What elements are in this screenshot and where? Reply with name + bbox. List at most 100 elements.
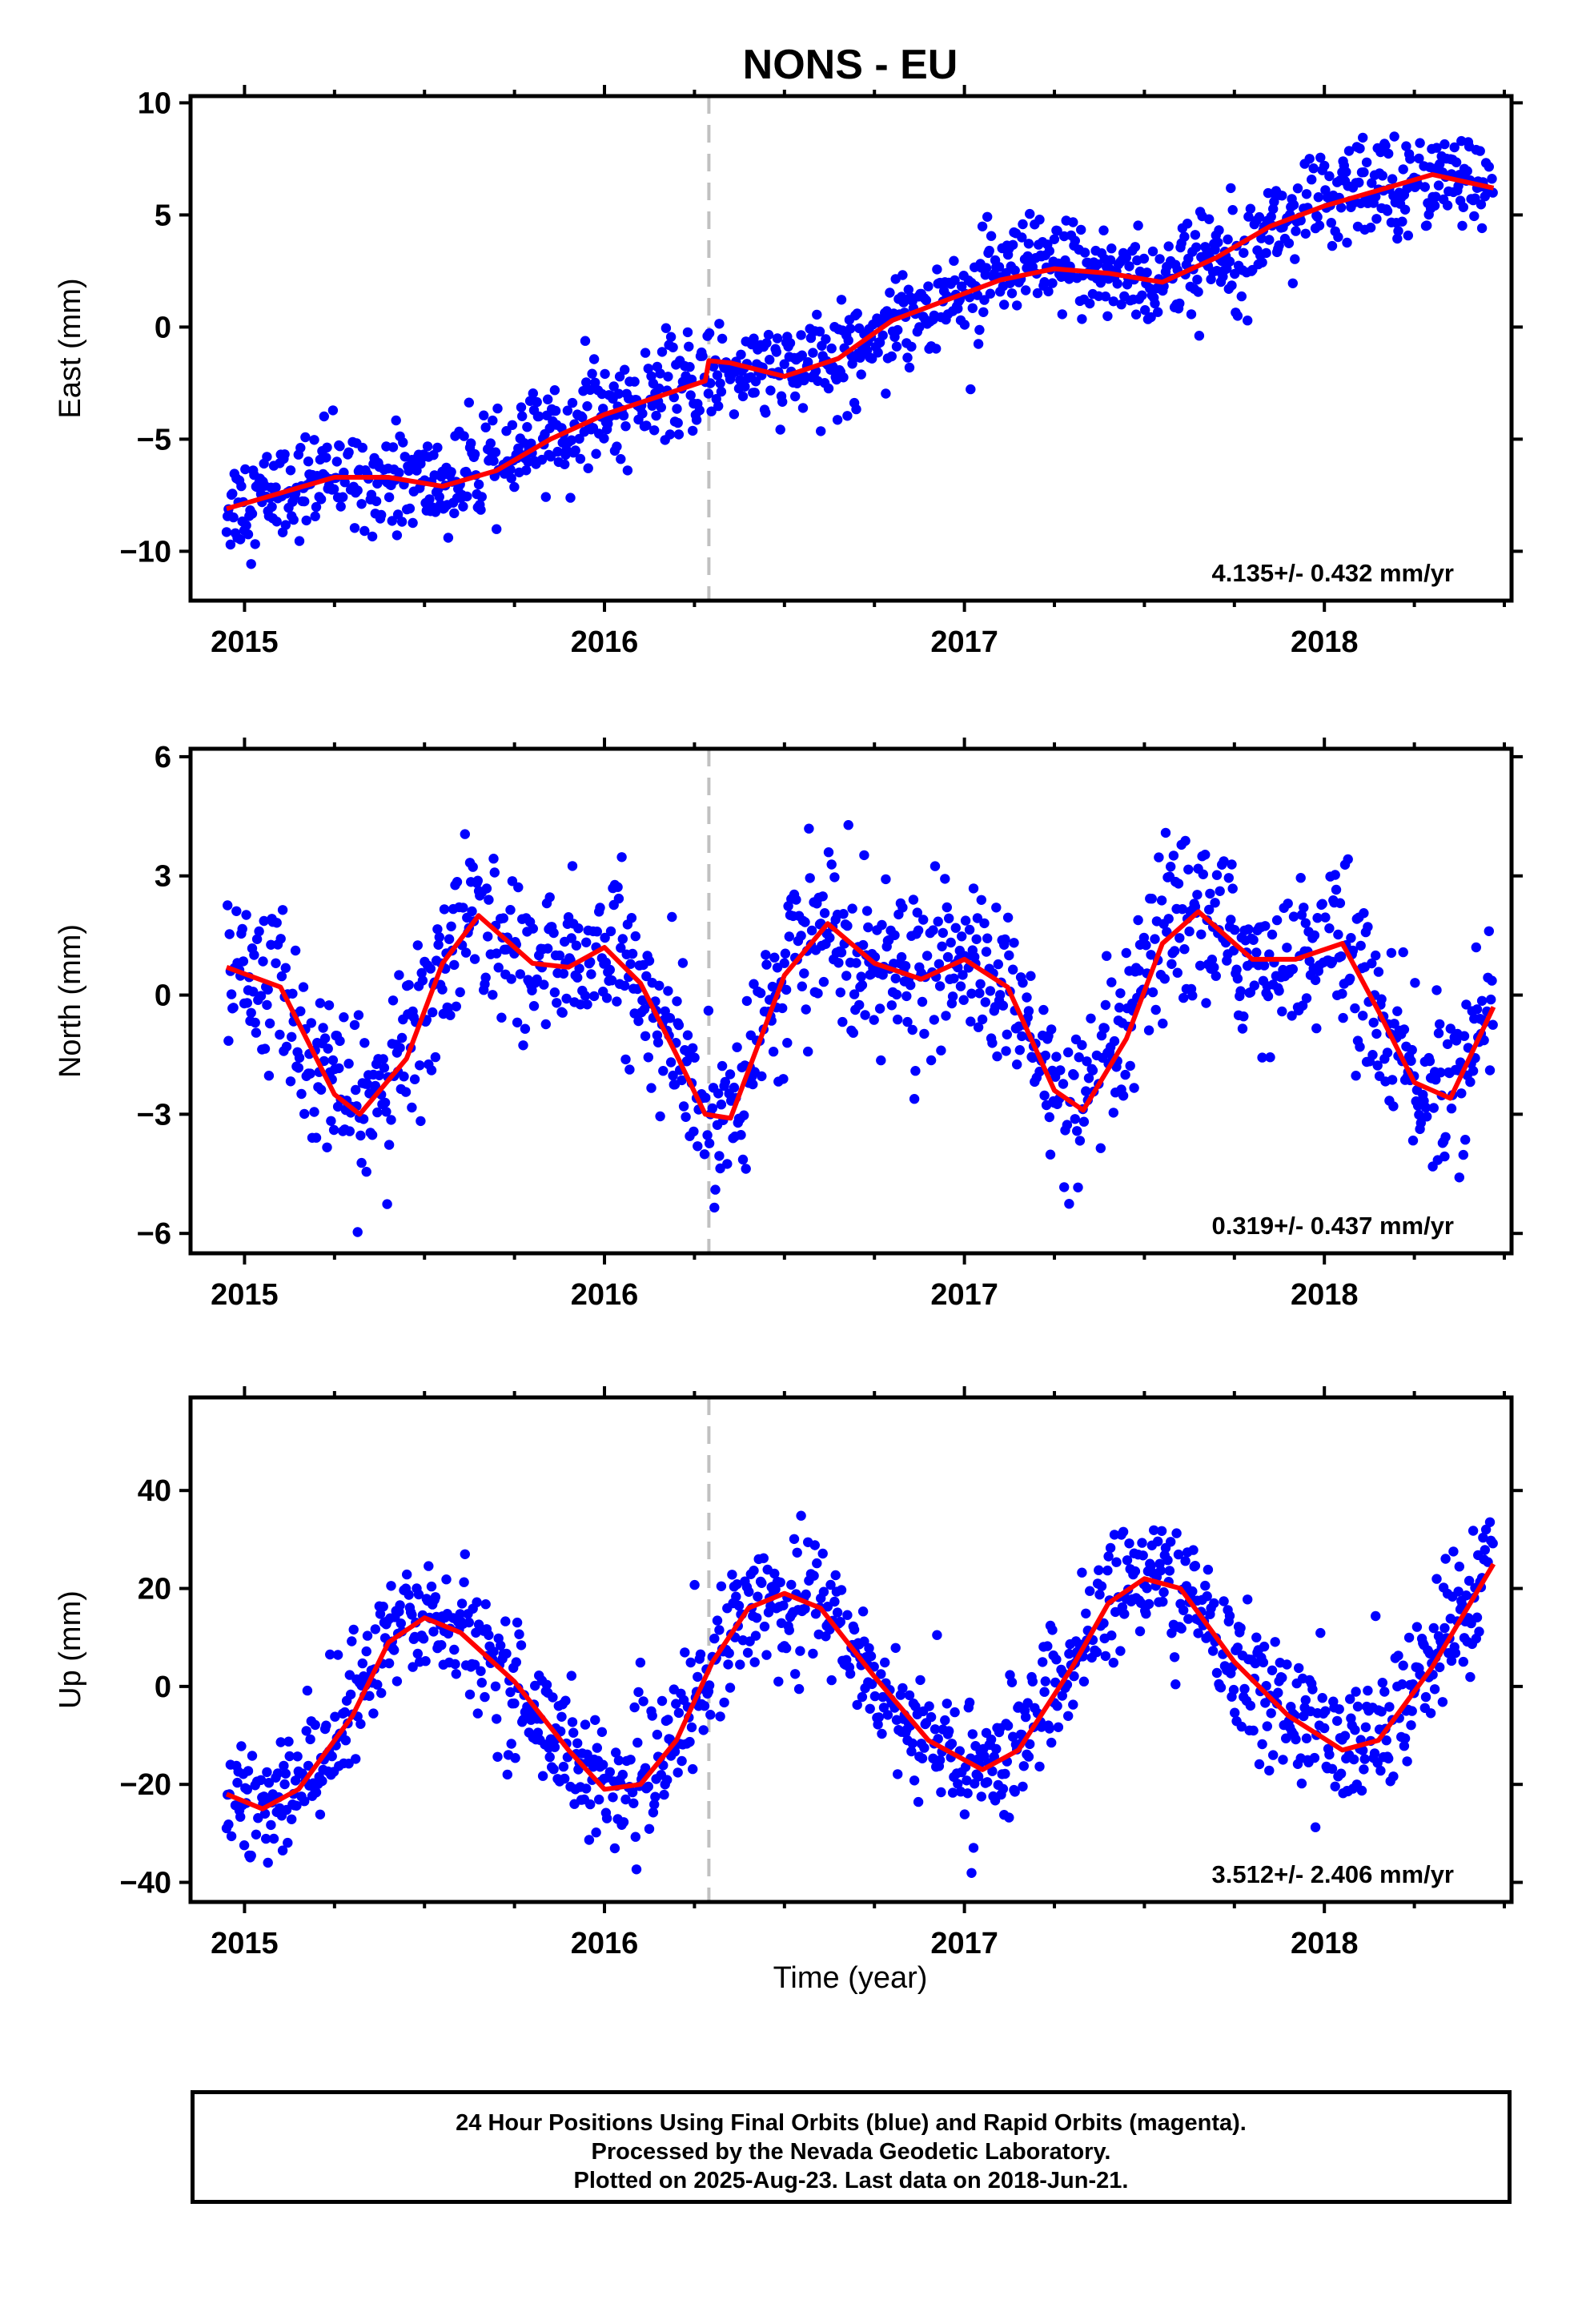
data-point bbox=[572, 972, 583, 983]
data-point bbox=[662, 1775, 673, 1785]
data-point bbox=[309, 1107, 319, 1117]
data-point bbox=[689, 1052, 700, 1063]
data-point bbox=[864, 1642, 874, 1654]
data-point bbox=[243, 1766, 254, 1776]
data-point bbox=[1219, 856, 1229, 866]
data-point bbox=[1172, 967, 1183, 978]
data-point bbox=[1112, 279, 1122, 289]
data-point bbox=[549, 1742, 560, 1752]
data-point bbox=[480, 1599, 491, 1610]
data-point bbox=[1297, 1000, 1308, 1011]
data-point bbox=[1277, 191, 1287, 201]
y-tick-label: −10 bbox=[120, 535, 171, 569]
data-point bbox=[1389, 1019, 1399, 1029]
data-point bbox=[1018, 978, 1028, 988]
data-point bbox=[598, 1759, 608, 1770]
data-point bbox=[1254, 211, 1265, 223]
data-point bbox=[1425, 1708, 1436, 1719]
data-point bbox=[556, 1711, 567, 1722]
data-point bbox=[985, 986, 996, 996]
data-point bbox=[1320, 1706, 1331, 1716]
data-point bbox=[641, 971, 652, 982]
data-point bbox=[1257, 1739, 1267, 1750]
data-point bbox=[1193, 287, 1203, 297]
data-point bbox=[1406, 1055, 1416, 1067]
data-point bbox=[358, 1114, 369, 1124]
data-point bbox=[1142, 1583, 1152, 1594]
data-point bbox=[809, 1540, 820, 1550]
data-point bbox=[1232, 973, 1243, 984]
data-point bbox=[942, 1699, 953, 1709]
data-point bbox=[984, 245, 994, 256]
data-point bbox=[1291, 1734, 1301, 1745]
data-point bbox=[1312, 913, 1323, 923]
data-point bbox=[1439, 1151, 1450, 1162]
data-point bbox=[250, 539, 260, 549]
data-point bbox=[987, 1766, 998, 1776]
data-point bbox=[326, 1116, 336, 1127]
data-point bbox=[1038, 1657, 1048, 1667]
data-point bbox=[877, 970, 888, 980]
data-point bbox=[530, 1680, 540, 1691]
data-point bbox=[279, 449, 290, 460]
data-point bbox=[1414, 1109, 1424, 1120]
data-point bbox=[685, 1736, 695, 1747]
data-point bbox=[334, 1063, 344, 1074]
data-point bbox=[968, 883, 979, 894]
data-point bbox=[1465, 1076, 1476, 1088]
data-point bbox=[826, 1675, 837, 1686]
data-point bbox=[297, 1768, 307, 1779]
data-point bbox=[574, 963, 584, 974]
data-point bbox=[1095, 1143, 1106, 1153]
data-point bbox=[1063, 1711, 1074, 1721]
data-point bbox=[425, 963, 436, 974]
data-point bbox=[796, 931, 806, 941]
data-point bbox=[618, 1817, 629, 1827]
data-point bbox=[929, 1015, 940, 1025]
data-point bbox=[402, 1569, 412, 1580]
data-point bbox=[722, 1159, 733, 1169]
data-point bbox=[228, 1003, 239, 1013]
data-point bbox=[1277, 1672, 1287, 1683]
data-point bbox=[300, 432, 311, 443]
data-point bbox=[1111, 1557, 1122, 1567]
data-point bbox=[750, 376, 761, 387]
data-point bbox=[1264, 1765, 1275, 1776]
data-point bbox=[254, 926, 264, 937]
data-point bbox=[509, 481, 520, 493]
data-point bbox=[389, 1645, 400, 1655]
data-point bbox=[1094, 1590, 1105, 1600]
data-point bbox=[823, 847, 834, 858]
data-point bbox=[1415, 1118, 1427, 1128]
data-point bbox=[930, 861, 941, 871]
data-point bbox=[749, 979, 759, 989]
data-point bbox=[251, 1027, 262, 1038]
data-point bbox=[327, 405, 339, 416]
data-point bbox=[1292, 183, 1303, 194]
data-point bbox=[658, 1066, 669, 1076]
data-point bbox=[1078, 1676, 1090, 1687]
data-point bbox=[1414, 153, 1424, 164]
data-point bbox=[527, 985, 537, 996]
data-point bbox=[271, 517, 282, 527]
data-point bbox=[464, 1617, 474, 1628]
data-point bbox=[729, 1082, 740, 1093]
data-point bbox=[1102, 1565, 1113, 1576]
data-point bbox=[322, 442, 332, 452]
data-point bbox=[1213, 237, 1223, 247]
data-point bbox=[779, 958, 789, 968]
data-point bbox=[1154, 852, 1164, 862]
data-point bbox=[1078, 1116, 1090, 1127]
data-point bbox=[1471, 942, 1482, 953]
data-point bbox=[577, 412, 588, 423]
data-point bbox=[459, 431, 469, 441]
data-point bbox=[237, 923, 247, 935]
data-point bbox=[348, 1624, 359, 1635]
data-point bbox=[631, 1864, 642, 1875]
data-point bbox=[372, 1679, 383, 1690]
data-point bbox=[275, 1737, 286, 1747]
data-point bbox=[1410, 978, 1420, 988]
data-point bbox=[566, 1671, 576, 1681]
data-point bbox=[1403, 230, 1414, 241]
